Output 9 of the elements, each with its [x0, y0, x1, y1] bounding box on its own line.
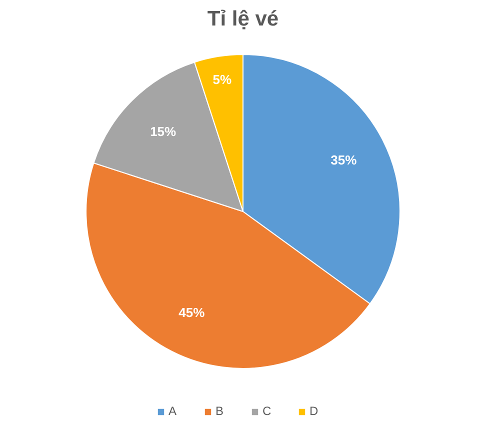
legend-label: B — [216, 404, 225, 418]
chart-title: Tỉ lệ vé — [207, 8, 279, 30]
data-label: 35% — [330, 152, 358, 168]
data-label: 45% — [178, 304, 206, 320]
legend-label: D — [310, 404, 320, 418]
data-label: 15% — [150, 124, 177, 139]
legend-label: A — [168, 404, 178, 418]
data-label: 5% — [212, 72, 232, 88]
legend-label: C — [262, 404, 272, 418]
